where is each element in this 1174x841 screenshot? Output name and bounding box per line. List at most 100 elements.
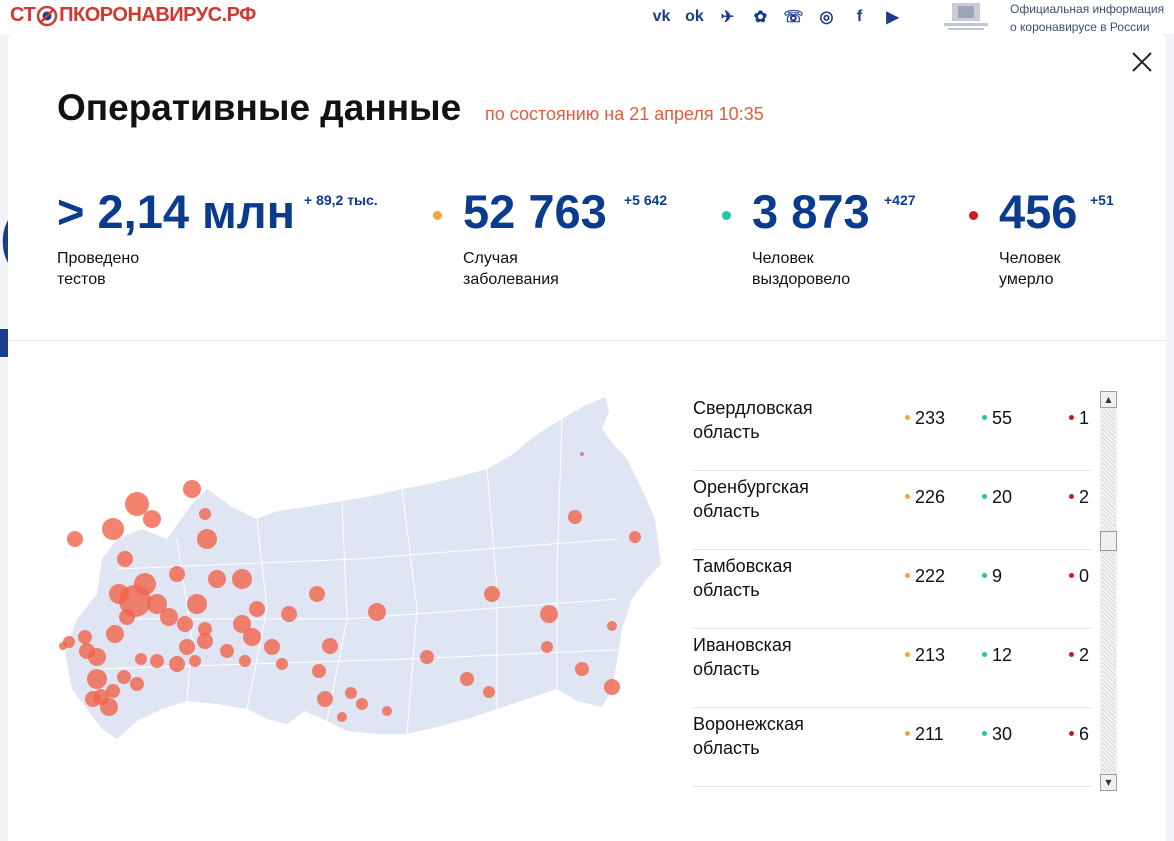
scroll-track[interactable] bbox=[1102, 409, 1115, 773]
vk-icon[interactable]: vk bbox=[652, 8, 671, 25]
region-row[interactable]: Свердловская область 233 55 1 bbox=[693, 392, 1091, 471]
deaths-dot-icon bbox=[1069, 493, 1074, 499]
outbreak-marker[interactable] bbox=[220, 644, 234, 658]
outbreak-marker[interactable] bbox=[106, 625, 124, 643]
outbreak-marker[interactable] bbox=[484, 586, 500, 602]
outbreak-marker[interactable] bbox=[117, 670, 131, 684]
outbreak-marker[interactable] bbox=[106, 684, 120, 698]
outbreak-marker[interactable] bbox=[604, 679, 620, 695]
telegram-icon[interactable]: ✈ bbox=[720, 9, 735, 26]
scroll-up-button[interactable]: ▲ bbox=[1100, 391, 1117, 408]
outbreak-marker[interactable] bbox=[197, 633, 213, 649]
stat-delta: +427 bbox=[884, 192, 916, 208]
outbreak-marker[interactable] bbox=[629, 531, 641, 543]
scroll-thumb[interactable] bbox=[1100, 531, 1117, 551]
outbreak-marker[interactable] bbox=[102, 518, 124, 540]
outbreak-marker[interactable] bbox=[117, 551, 133, 567]
outbreak-marker[interactable] bbox=[337, 712, 347, 722]
deaths-value: 1 bbox=[1079, 408, 1090, 428]
region-deaths: 6 bbox=[1069, 724, 1089, 745]
outbreak-marker[interactable] bbox=[312, 664, 326, 678]
outbreak-marker[interactable] bbox=[130, 677, 144, 691]
outbreak-marker[interactable] bbox=[382, 706, 392, 716]
close-icon[interactable] bbox=[1130, 50, 1154, 74]
region-row[interactable]: Тамбовская область 222 9 0 bbox=[693, 550, 1091, 629]
outbreak-marker[interactable] bbox=[540, 605, 558, 623]
outbreak-marker[interactable] bbox=[420, 650, 434, 664]
outbreak-marker[interactable] bbox=[345, 687, 357, 699]
outbreak-marker[interactable] bbox=[483, 686, 495, 698]
outbreak-marker[interactable] bbox=[183, 480, 201, 498]
logo-text-start: СТ bbox=[10, 4, 36, 26]
outbreak-marker[interactable] bbox=[568, 510, 582, 524]
outbreak-marker[interactable] bbox=[607, 621, 617, 631]
outbreak-marker[interactable] bbox=[147, 594, 167, 614]
recovered-dot-icon bbox=[982, 651, 987, 657]
viber-icon[interactable]: ☏ bbox=[783, 9, 804, 26]
outbreak-marker[interactable] bbox=[575, 662, 589, 676]
outbreak-marker[interactable] bbox=[79, 643, 95, 659]
outbreak-marker[interactable] bbox=[199, 508, 211, 520]
outbreak-marker[interactable] bbox=[264, 639, 280, 655]
stat-cases: 52 763 +5 642 Случая заболевания bbox=[433, 184, 667, 290]
outbreak-marker[interactable] bbox=[85, 691, 101, 707]
russia-outbreak-map[interactable] bbox=[57, 389, 661, 739]
outbreak-marker[interactable] bbox=[309, 586, 325, 602]
yandex-zen-icon[interactable]: ✿ bbox=[753, 9, 768, 26]
outbreak-marker[interactable] bbox=[160, 608, 178, 626]
region-name: Ивановская область bbox=[693, 635, 792, 679]
outbreak-marker[interactable] bbox=[169, 566, 185, 582]
government-info-link[interactable]: Официальная информация о коронавирусе в … bbox=[1010, 2, 1165, 34]
outbreak-marker[interactable] bbox=[187, 594, 207, 614]
odnoklassniki-icon[interactable]: ok bbox=[685, 8, 704, 25]
outbreak-marker[interactable] bbox=[177, 616, 193, 632]
outbreak-marker[interactable] bbox=[233, 615, 251, 633]
outbreak-marker[interactable] bbox=[143, 510, 161, 528]
regions-scrollbar[interactable]: ▲ ▼ bbox=[1100, 391, 1117, 791]
outbreak-marker[interactable] bbox=[281, 606, 297, 622]
region-row[interactable]: Оренбургская область 226 20 2 bbox=[693, 471, 1091, 550]
outbreak-marker[interactable] bbox=[179, 639, 195, 655]
outbreak-marker[interactable] bbox=[208, 570, 226, 588]
outbreak-marker[interactable] bbox=[169, 656, 185, 672]
site-logo[interactable]: СТ ПКОРОНАВИРУС.РФ bbox=[10, 4, 256, 27]
outbreak-marker[interactable] bbox=[134, 573, 156, 595]
outbreak-marker[interactable] bbox=[135, 653, 147, 665]
outbreak-marker[interactable] bbox=[580, 452, 584, 456]
outbreak-marker[interactable] bbox=[249, 601, 265, 617]
outbreak-marker[interactable] bbox=[541, 641, 553, 653]
outbreak-marker[interactable] bbox=[150, 654, 164, 668]
outbreak-marker[interactable] bbox=[197, 529, 217, 549]
outbreak-marker[interactable] bbox=[125, 492, 149, 516]
region-row[interactable]: Ивановская область 213 12 2 bbox=[693, 629, 1091, 708]
outbreak-marker[interactable] bbox=[243, 628, 261, 646]
outbreak-marker[interactable] bbox=[67, 531, 83, 547]
instagram-icon[interactable]: ◎ bbox=[819, 9, 834, 26]
outbreak-marker[interactable] bbox=[78, 630, 92, 644]
regions-list[interactable]: Свердловская область 233 55 1 Оренбургская о… bbox=[693, 392, 1091, 792]
region-name: Воронежская область bbox=[693, 714, 804, 758]
outbreak-marker[interactable] bbox=[119, 609, 135, 625]
outbreak-marker[interactable] bbox=[317, 691, 333, 707]
region-row[interactable]: Воронежская область 211 30 6 bbox=[693, 708, 1091, 787]
outbreak-marker[interactable] bbox=[322, 638, 338, 654]
cases-value: 233 bbox=[915, 408, 946, 428]
modal-title: Оперативные данные bbox=[57, 87, 462, 128]
outbreak-marker[interactable] bbox=[368, 603, 386, 621]
recovered-value: 55 bbox=[992, 408, 1013, 428]
outbreak-marker[interactable] bbox=[100, 698, 118, 716]
outbreak-marker[interactable] bbox=[460, 672, 474, 686]
outbreak-marker[interactable] bbox=[232, 569, 252, 589]
outbreak-marker[interactable] bbox=[356, 698, 368, 710]
outbreak-marker[interactable] bbox=[276, 658, 288, 670]
facebook-icon[interactable]: f bbox=[856, 8, 863, 25]
stat-value: 3 873 bbox=[752, 185, 870, 238]
outbreak-marker[interactable] bbox=[198, 622, 212, 636]
scroll-down-button[interactable]: ▼ bbox=[1100, 774, 1117, 791]
outbreak-marker[interactable] bbox=[239, 655, 251, 667]
outbreak-marker[interactable] bbox=[87, 669, 107, 689]
youtube-icon[interactable]: ▶ bbox=[886, 9, 899, 26]
outbreak-marker[interactable] bbox=[59, 642, 67, 650]
stat-label: Человек выздоровело bbox=[752, 250, 851, 288]
outbreak-marker[interactable] bbox=[189, 655, 201, 667]
